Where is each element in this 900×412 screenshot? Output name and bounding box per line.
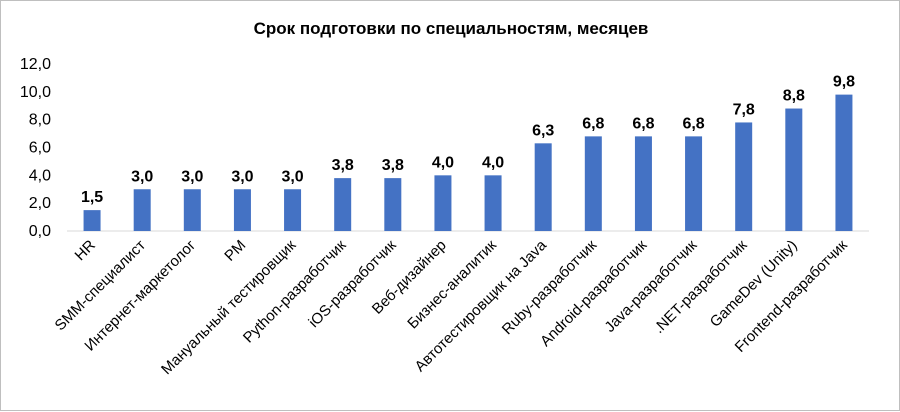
bar xyxy=(434,175,452,231)
data-label: 9,8 xyxy=(833,74,855,91)
data-label: 1,5 xyxy=(81,189,103,206)
chart-title: Срок подготовки по специальностям, месяц… xyxy=(254,19,649,38)
y-tick-label: 4,0 xyxy=(29,167,51,184)
bar xyxy=(83,210,101,231)
bar xyxy=(384,178,402,231)
bar xyxy=(835,94,853,231)
data-label: 3,0 xyxy=(131,168,153,185)
data-label: 3,8 xyxy=(382,157,404,174)
bar xyxy=(634,136,652,231)
data-label: 6,3 xyxy=(532,122,554,139)
data-label: 4,0 xyxy=(482,154,504,171)
y-tick-label: 2,0 xyxy=(29,195,51,212)
bar xyxy=(284,189,302,231)
bar xyxy=(685,136,703,231)
data-label: 4,0 xyxy=(432,154,454,171)
x-tick-label: SMM-специалист xyxy=(52,237,150,335)
data-label: 3,8 xyxy=(332,157,354,174)
bar xyxy=(233,189,251,231)
data-label: 7,8 xyxy=(733,101,755,118)
bar xyxy=(183,189,201,231)
bar xyxy=(785,108,803,231)
x-tick-label: GameDev (Unity) xyxy=(707,237,801,331)
y-tick-label: 8,0 xyxy=(29,112,51,129)
x-tick-label: iOS-разработчик xyxy=(305,237,400,332)
bar xyxy=(584,136,602,231)
data-label: 6,8 xyxy=(632,115,654,132)
bar xyxy=(334,178,352,231)
x-tick-label: HR xyxy=(72,237,99,264)
y-tick-label: 0,0 xyxy=(29,223,51,240)
bar xyxy=(484,175,502,231)
bar xyxy=(534,143,552,231)
data-label: 3,0 xyxy=(231,168,253,185)
data-label: 3,0 xyxy=(281,168,303,185)
data-label: 3,0 xyxy=(181,168,203,185)
y-tick-label: 6,0 xyxy=(29,140,51,157)
x-tick-label: Java-разработчик xyxy=(601,237,700,336)
data-labels-group: 1,5 3,0 3,0 3,0 3,0 3,8 3,8 4,0 4,0 6,3 6,8 6,8 6,8 7… xyxy=(81,74,855,207)
y-tick-label: 10,0 xyxy=(20,84,51,101)
x-tick-label: PM xyxy=(221,237,249,265)
data-label: 8,8 xyxy=(783,88,805,105)
bars-group xyxy=(83,94,853,231)
y-axis: 0,0 2,0 4,0 6,0 8,0 10,0 12,0 xyxy=(20,56,51,240)
y-tick-label: 12,0 xyxy=(20,56,51,73)
data-label: 6,8 xyxy=(582,115,604,132)
bar xyxy=(735,122,753,231)
x-tick-label: Бизнес-аналитик xyxy=(404,237,500,333)
x-tick-label: .NET-разработчик xyxy=(650,237,750,337)
bar xyxy=(133,189,151,231)
x-tick-label: Ruby-разработчик xyxy=(499,237,601,339)
data-label: 6,8 xyxy=(682,115,704,132)
